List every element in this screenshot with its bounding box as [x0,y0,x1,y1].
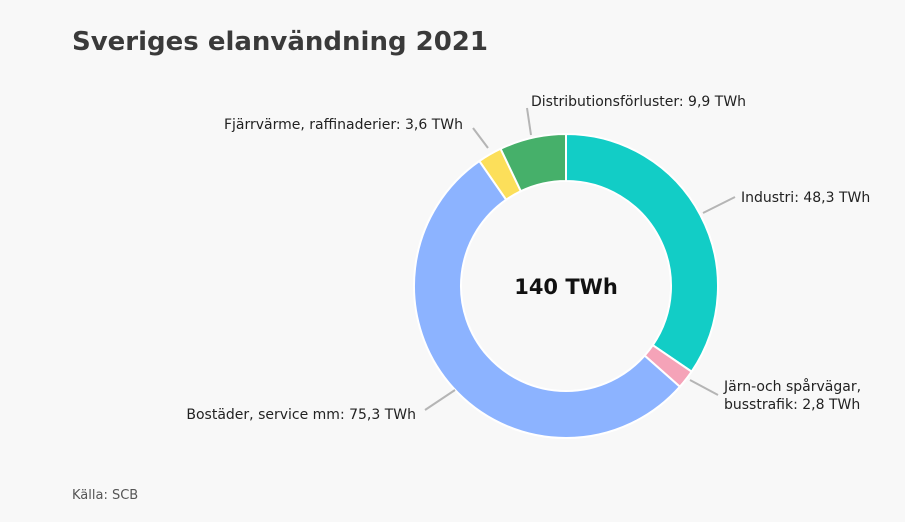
slice-label: Distributionsförluster: 9,9 TWh [531,94,746,110]
leader-line [702,196,736,214]
slice-label: Bostäder, service mm: 75,3 TWh [186,407,416,423]
chart-title: Sveriges elanvändning 2021 [72,27,488,57]
slice-label: Fjärrvärme, raffinaderier: 3,6 TWh [224,117,463,133]
source: Källa: SCB [72,488,138,503]
slice-label: Industri: 48,3 TWh [741,190,870,206]
leader-line [472,127,489,149]
donut-slice [413,159,682,439]
slice-label: Järn-och spårvägar, busstrafik: 2,8 TWh [723,378,861,413]
donut-slice [499,132,567,193]
donut-slice [565,132,719,374]
leader-line [689,379,719,396]
leader-line [526,107,532,136]
leader-line [424,389,456,411]
center-label: 140 TWh [514,275,618,299]
